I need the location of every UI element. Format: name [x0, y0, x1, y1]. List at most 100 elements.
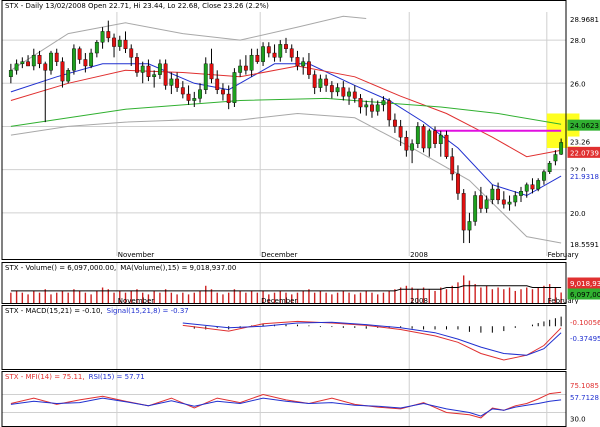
candle-body-23	[140, 65, 145, 73]
candle-body-33	[198, 89, 202, 99]
macd-series-1	[182, 321, 562, 356]
candle-body-68	[398, 126, 403, 138]
volume-right-ma: 9,018,937	[570, 280, 600, 288]
candle-body-15	[94, 42, 99, 54]
candle-body-27	[163, 63, 168, 86]
candle-body-69	[404, 137, 409, 151]
ma-line-red	[10, 65, 562, 158]
volume-header-value: STX - Volume() = 6,097,000.00,	[5, 264, 116, 272]
candle-body-74	[433, 130, 437, 144]
candle-body-34	[203, 63, 208, 90]
price-right-label-2-bg	[568, 136, 600, 147]
candle-body-30	[180, 87, 185, 95]
price-ytick-1: 22.0	[570, 167, 586, 175]
price-right-label-5-bg	[568, 238, 600, 249]
price-right-label-1: 24.0623	[570, 122, 599, 130]
candle-body-78	[456, 173, 460, 194]
volume-right-ma-bg	[567, 277, 600, 289]
candle-body-41	[243, 65, 248, 71]
macd-header-value: STX - MACD(15,21) = -0.10,	[5, 307, 103, 315]
price-xlabel-3: February	[548, 251, 579, 259]
volume-xlabel-2: 2008	[410, 297, 428, 304]
candle-body-44	[261, 46, 265, 62]
macd-right-label-1-bg	[568, 333, 600, 344]
candle-body-81	[473, 195, 478, 222]
candle-body-35	[209, 63, 214, 80]
candle-body-84	[490, 188, 495, 201]
candle-body-31	[186, 93, 191, 101]
candle-body-7	[49, 52, 53, 71]
ma-line-green	[10, 97, 562, 127]
candle-body-17	[106, 31, 111, 39]
macd-frame	[1, 305, 567, 370]
candle-body-26	[157, 63, 162, 75]
candle-body-45	[266, 46, 271, 54]
candle-body-88	[513, 195, 518, 203]
candle-body-12	[77, 48, 82, 60]
candle-body-80	[467, 221, 472, 231]
mfi-header-value: STX - MFI(14) = 75.11,	[5, 373, 85, 381]
candle-body-70	[410, 143, 415, 151]
candle-body-54	[318, 78, 323, 88]
candle-body-95	[553, 154, 558, 162]
candle-body-66	[387, 100, 392, 121]
candle-body-82	[478, 195, 483, 209]
mfi-panel: STX - MFI(14) = 75.11, RSI(15) = 57.71 75.…	[1, 371, 600, 427]
mfi-right-label-2: 30.0	[570, 416, 586, 424]
candle-body-52	[307, 61, 311, 75]
macd-right-label-1: -0.37495	[570, 335, 600, 343]
candle-body-25	[152, 74, 157, 77]
mfi-right-label-0: 75.1085	[570, 382, 599, 390]
candle-body-94	[547, 162, 552, 172]
candle-body-46	[272, 52, 277, 58]
candle-body-18	[112, 37, 116, 47]
candle-body-43	[255, 54, 260, 62]
candle-body-37	[221, 89, 225, 95]
candle-body-91	[530, 184, 535, 190]
price-right-label-0-bg	[568, 14, 600, 25]
candle-body-39	[232, 72, 237, 103]
candle-body-21	[129, 48, 134, 58]
price-right-label-2: 23.26	[570, 139, 591, 147]
candle-body-62	[364, 104, 369, 108]
price-ytick-3: 26.0	[570, 80, 586, 88]
candle-body-11	[71, 48, 76, 71]
macd-header: STX - MACD(15,21) = -0.10, Signal(15,21,8…	[5, 307, 189, 315]
candle-body-61	[358, 98, 363, 108]
candle-body-29	[175, 78, 180, 88]
candle-body-51	[301, 61, 306, 67]
candle-body-58	[341, 87, 346, 97]
candle-body-73	[427, 130, 432, 149]
candle-body-16	[100, 31, 105, 43]
volume-right-value: 6,097,000	[570, 291, 600, 299]
candle-body-72	[421, 126, 426, 149]
price-xlabel-1: December	[261, 251, 297, 259]
mfi-right-label-1: 57.7128	[570, 394, 599, 402]
candle-body-42	[249, 54, 254, 71]
candle-body-79	[461, 193, 466, 231]
candle-body-71	[415, 126, 420, 144]
price-right-label-3: 22.0739	[570, 149, 599, 157]
price-xlabel-2: 2008	[410, 251, 428, 259]
mfi-series-1	[10, 397, 562, 417]
candle-body-59	[347, 91, 351, 97]
candle-body-3	[26, 61, 30, 67]
price-right-label-4: 21.9318	[570, 173, 599, 181]
candle-body-65	[381, 100, 386, 106]
macd-series-0	[182, 320, 562, 361]
candle-body-5	[37, 54, 42, 65]
mfi-right-label-0-bg	[568, 380, 600, 390]
candle-body-24	[146, 65, 151, 77]
volume-ma-line	[10, 285, 562, 292]
candle-body-1	[14, 63, 19, 71]
candle-body-67	[392, 119, 397, 127]
candle-body-49	[289, 48, 294, 58]
candle-body-14	[89, 52, 94, 67]
candle-body-53	[312, 74, 317, 88]
candle-body-13	[83, 59, 88, 67]
macd-panel: STX - MACD(15,21) = -0.10, Signal(15,21,8…	[1, 305, 600, 370]
candle-body-8	[54, 52, 59, 62]
candle-body-75	[438, 134, 443, 144]
candle-body-89	[519, 191, 523, 196]
ma-line-gray_lower	[10, 112, 562, 244]
